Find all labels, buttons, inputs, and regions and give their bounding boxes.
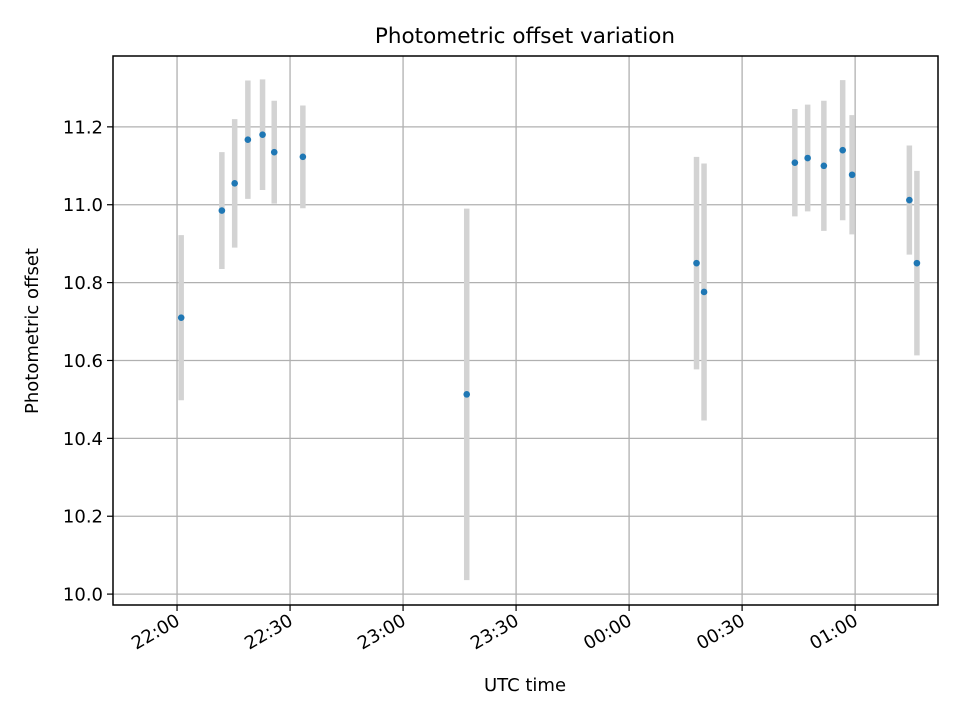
data-point [839, 146, 846, 154]
y-tick-label: 10.4 [63, 429, 103, 450]
data-points [177, 131, 921, 398]
data-point [804, 154, 811, 162]
data-point [218, 207, 226, 214]
data-point [270, 148, 278, 156]
plot-frame [112, 55, 939, 606]
y-tick-label: 10.6 [63, 351, 103, 372]
data-point [177, 314, 185, 321]
data-point [259, 131, 266, 138]
y-tick-label: 10.0 [63, 585, 103, 606]
data-point [791, 159, 799, 166]
x-axis-label: UTC time [484, 675, 566, 696]
data-point [848, 171, 856, 179]
y-axis-label: Photometric offset [22, 248, 43, 414]
grid [113, 56, 938, 605]
y-axis-ticks: 10.0 10.2 10.4 10.6 10.8 11.0 11.2 [63, 117, 113, 606]
y-tick-label: 11.2 [63, 117, 103, 138]
data-point [244, 136, 252, 144]
y-tick-label: 10.2 [63, 507, 103, 528]
chart-title: Photometric offset variation [375, 24, 675, 49]
data-point [231, 180, 238, 187]
data-point [906, 196, 913, 204]
data-point [693, 259, 700, 267]
y-tick-label: 10.8 [63, 273, 103, 294]
data-point [463, 391, 471, 398]
data-point [299, 153, 307, 161]
data-point [820, 162, 828, 170]
data-point [913, 259, 921, 267]
data-point [700, 288, 708, 296]
y-tick-label: 11.0 [63, 195, 103, 216]
